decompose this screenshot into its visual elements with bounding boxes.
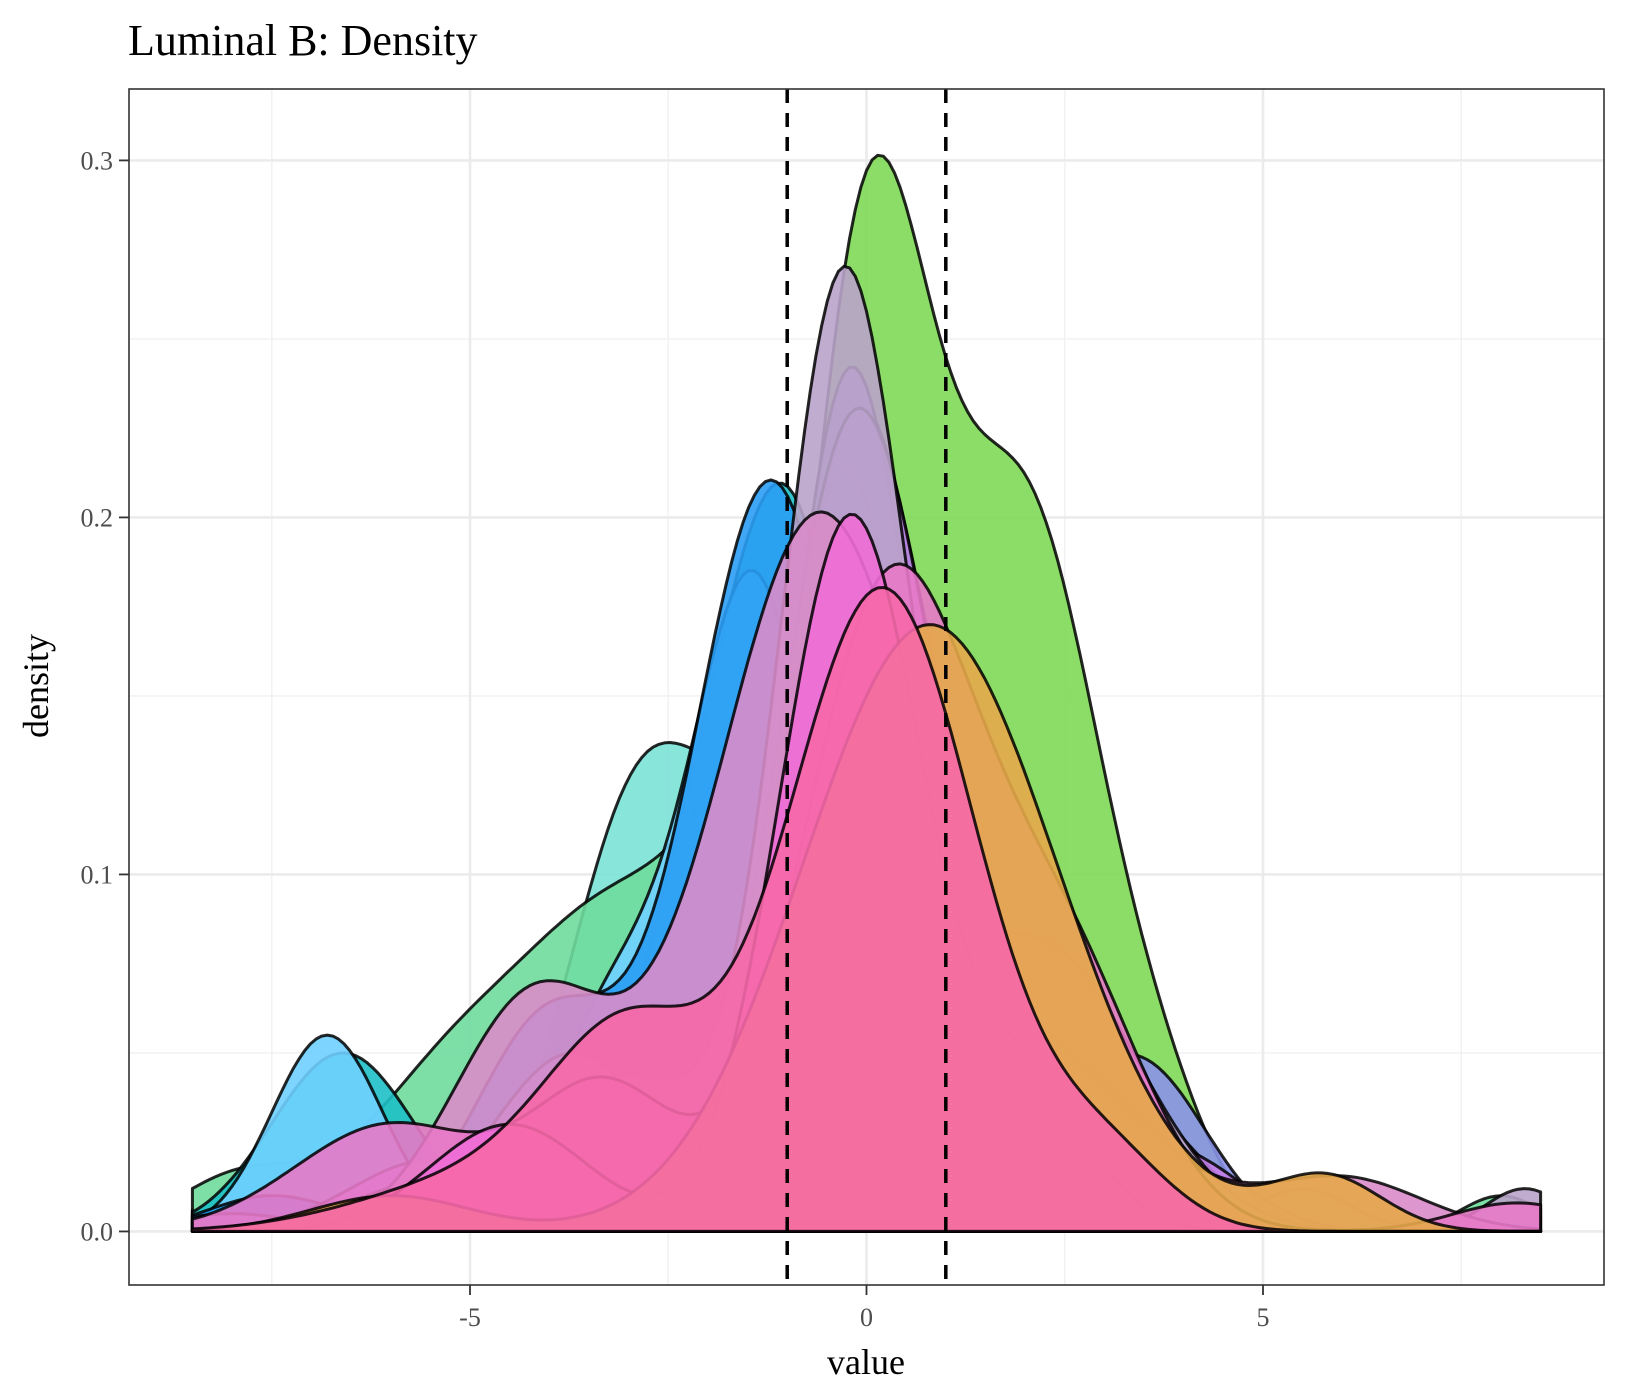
- y-tick-label-3: 0.3: [81, 146, 114, 175]
- x-tick-label-2: 5: [1257, 1303, 1270, 1332]
- density-area-15: [190, 586, 1543, 1233]
- y-axis-label: density: [16, 634, 56, 738]
- x-tick-label-0: -5: [459, 1303, 481, 1332]
- y-axis: 0.0 0.1 0.2 0.3: [81, 146, 129, 1246]
- y-tick-label-1: 0.1: [81, 860, 114, 889]
- x-axis-label: value: [827, 1342, 905, 1382]
- x-axis: -5 0 5: [459, 1285, 1270, 1332]
- density-series: [190, 153, 1543, 1233]
- y-tick-label-2: 0.2: [81, 503, 114, 532]
- x-tick-label-1: 0: [860, 1303, 873, 1332]
- y-tick-label-0: 0.0: [81, 1217, 114, 1246]
- reference-lines: [785, 89, 948, 1285]
- chart-title: Luminal B: Density: [128, 16, 478, 65]
